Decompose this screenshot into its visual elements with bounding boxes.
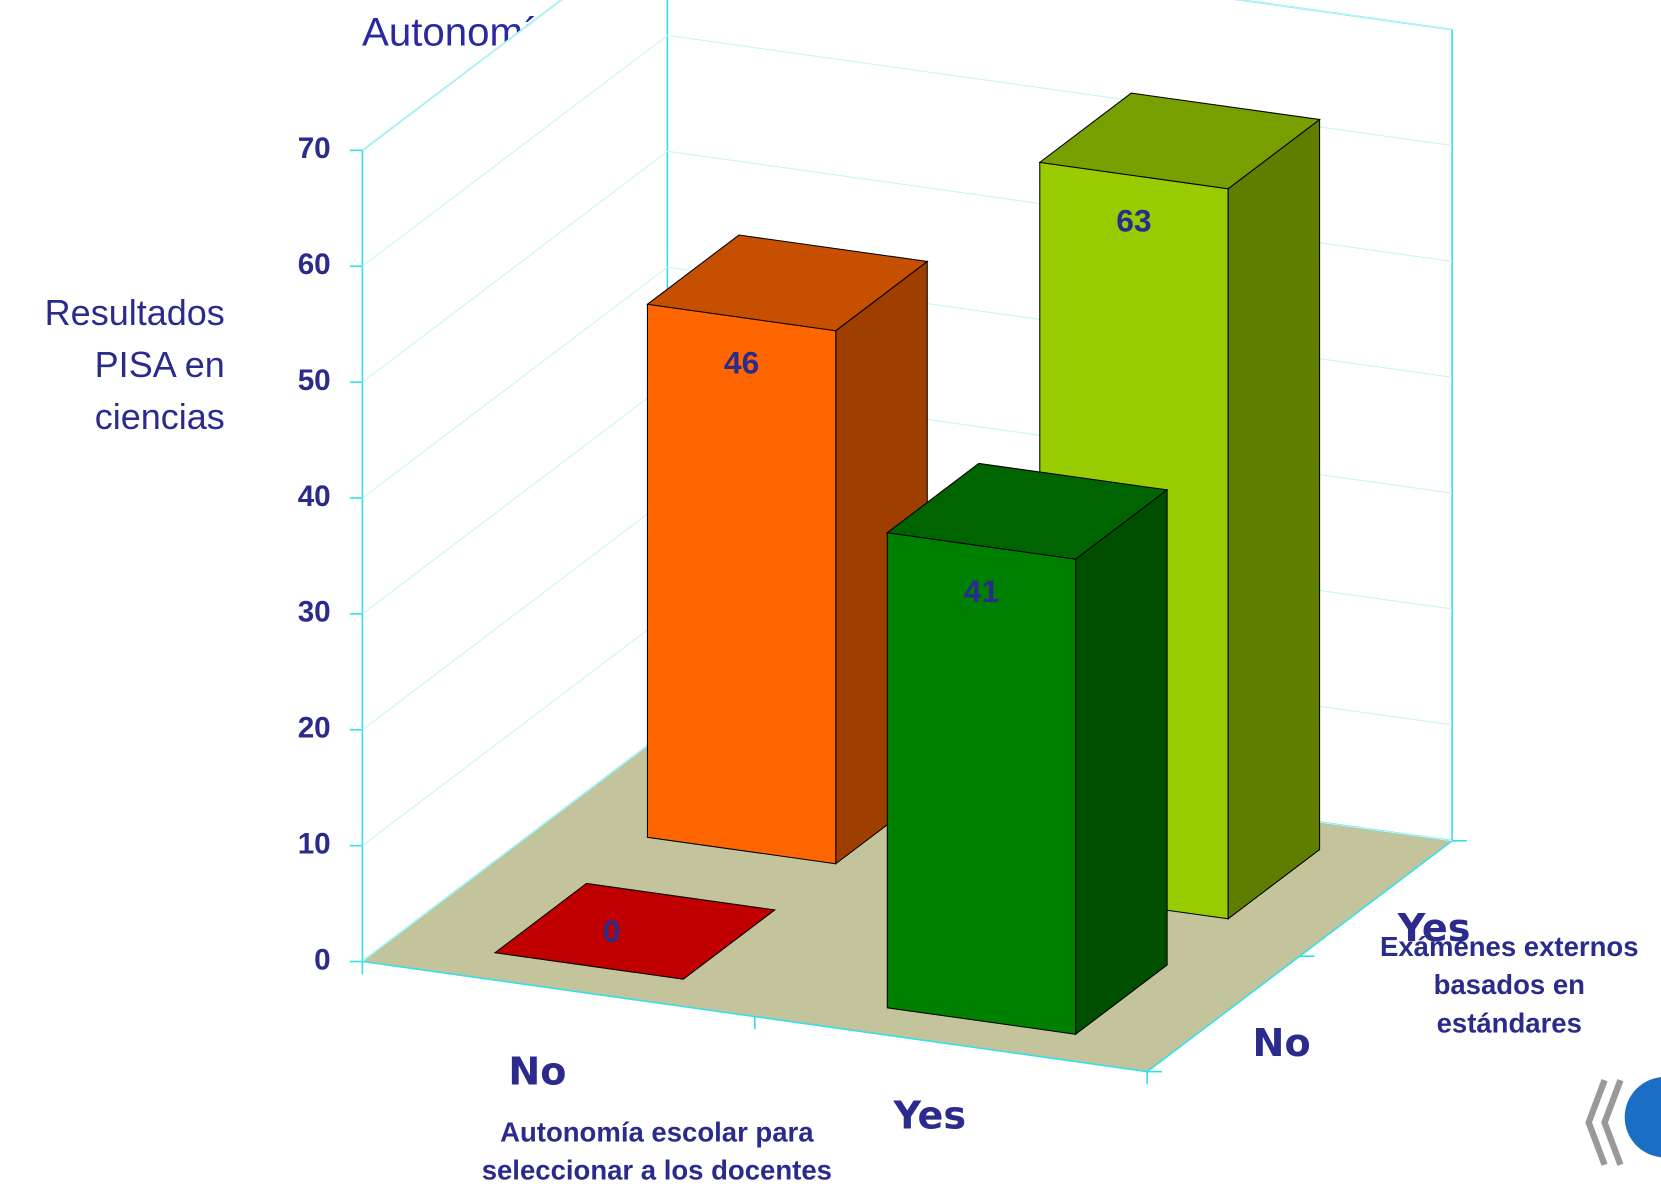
- y-tick-label: 30: [298, 596, 331, 629]
- y-axis-title: ciencias: [95, 396, 225, 437]
- bar-side: [1227, 118, 1321, 920]
- logo: [1585, 1077, 1661, 1166]
- logo-chevron: [1601, 1078, 1624, 1166]
- depth-axis-title: estándares: [1437, 1007, 1582, 1038]
- bar: [646, 234, 929, 865]
- y-axis-title: PISA en: [95, 344, 225, 385]
- bar-top: [646, 234, 929, 332]
- data-label: 0: [603, 913, 621, 949]
- y-tick-label: 20: [298, 712, 331, 745]
- y-axis-title: Resultados: [45, 292, 225, 333]
- depth-tick-label: Yes: [1397, 906, 1471, 950]
- bar: [493, 882, 777, 980]
- x-axis-title: seleccionar a los docentes: [482, 1154, 832, 1185]
- depth-axis-title: Exámenes externos: [1380, 931, 1638, 962]
- data-label: 63: [1116, 203, 1151, 239]
- bar-front: [646, 303, 837, 865]
- logo-chevron: [1585, 1078, 1608, 1166]
- y-tick-label: 40: [298, 480, 331, 513]
- depth-tick-label: No: [1253, 1021, 1311, 1065]
- y-tick-label: 70: [298, 132, 331, 165]
- bar-top: [1038, 92, 1321, 190]
- depth-axis-title: basados en: [1434, 969, 1585, 1000]
- bar-side: [1075, 488, 1168, 1036]
- bar: [885, 462, 1169, 1036]
- data-label: 41: [964, 573, 999, 609]
- x-tick-label: Yes: [892, 1094, 966, 1138]
- x-tick-label: No: [508, 1049, 566, 1093]
- data-label: 46: [724, 345, 759, 381]
- grid-line: [362, 0, 1453, 151]
- logo-circle: [1624, 1077, 1661, 1158]
- bar-top: [885, 462, 1169, 560]
- y-tick-label: 60: [298, 248, 331, 281]
- y-tick-label: 0: [314, 943, 330, 976]
- y-tick-label: 50: [298, 364, 331, 397]
- x-axis-title: Autonomía escolar para: [500, 1116, 814, 1147]
- bar-top: [493, 882, 777, 980]
- y-tick-label: 10: [298, 827, 331, 860]
